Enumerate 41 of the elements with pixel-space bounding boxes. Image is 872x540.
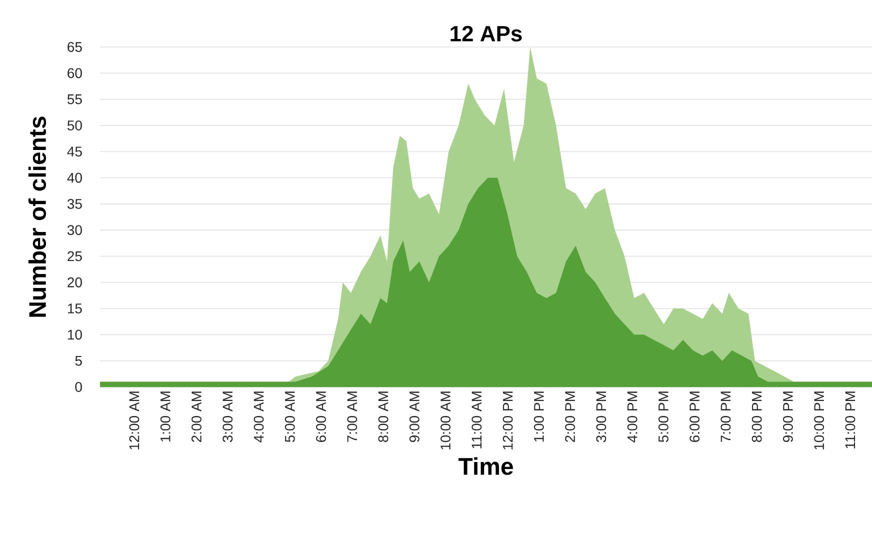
y-tick-label: 25 — [68, 251, 82, 262]
x-tick-label: 3:00 PM — [596, 392, 606, 442]
x-tick-label: 7:00 PM — [720, 392, 731, 442]
y-tick-label: 45 — [67, 146, 82, 156]
chart-title: 12 APs — [450, 26, 522, 42]
x-tick-label: 5:00 PM — [658, 392, 668, 442]
x-tick-label: 11:00 AM — [472, 392, 482, 448]
y-tick-label: 0 — [75, 382, 82, 392]
x-tick-label: 8:00 AM — [378, 392, 388, 442]
x-tick-label: 9:00 PM — [782, 392, 793, 442]
x-tick-label: 9:00 AM — [409, 392, 420, 442]
y-tick-label: 20 — [68, 277, 82, 288]
x-tick-label: 1:00 PM — [534, 392, 544, 442]
x-tick-label: 4:00 PM — [627, 392, 638, 442]
y-tick-label: 5 — [75, 356, 82, 366]
y-tick-label: 40 — [67, 172, 82, 183]
y-tick-label: 50 — [67, 120, 82, 130]
y-tick-label: 60 — [68, 68, 82, 78]
y-tick-label: 55 — [67, 94, 82, 104]
x-axis-title: Time — [458, 457, 513, 475]
y-tick-label: 30 — [67, 225, 82, 236]
x-tick-label: 3:00 AM — [222, 392, 233, 442]
x-tick-label: 12:00 AM — [129, 392, 140, 450]
x-tick-label: 1:00 AM — [160, 392, 170, 442]
x-tick-label: 2:00 AM — [192, 392, 202, 442]
x-tick-label: 4:00 AM — [254, 392, 264, 442]
y-axis-title: Number of clients — [28, 116, 46, 317]
x-tick-label: 5:00 AM — [284, 392, 295, 442]
x-tick-label: 12:00 PM — [502, 392, 513, 450]
y-tick-label: 35 — [67, 198, 82, 209]
x-tick-label: 7:00 AM — [347, 392, 358, 442]
y-tick-label: 10 — [68, 330, 82, 340]
x-tick-label: 10:00 PM — [814, 392, 824, 450]
x-tick-label: 8:00 PM — [752, 392, 762, 442]
x-tick-label: 10:00 AM — [440, 392, 450, 450]
x-tick-label: 6:00 PM — [690, 392, 700, 442]
x-tick-label: 11:00 PM — [845, 392, 856, 448]
x-tick-label: 6:00 AM — [316, 392, 326, 442]
x-tick-label: 2:00 PM — [565, 392, 576, 442]
y-tick-label: 65 — [68, 42, 82, 52]
y-tick-label: 15 — [68, 304, 82, 314]
